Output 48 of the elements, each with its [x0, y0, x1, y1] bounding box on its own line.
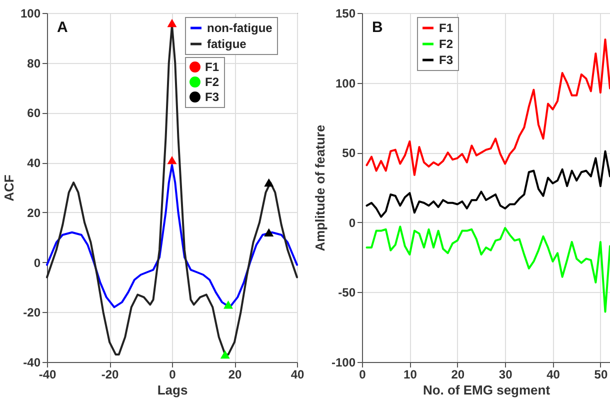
x-tick-label: 10 — [404, 368, 418, 382]
annotation: B — [372, 19, 383, 36]
legend-label: F1 — [439, 21, 454, 35]
y-axis-title: Amplitude of feature — [312, 124, 328, 252]
y-tick-label: 20 — [27, 206, 41, 220]
x-tick-label: 20 — [451, 368, 465, 382]
y-tick-label: 80 — [27, 56, 41, 70]
x-tick-label: 40 — [290, 368, 304, 382]
point — [220, 350, 230, 359]
y-tick-label: 50 — [342, 146, 356, 160]
x-axis-title: No. of EMG segment — [422, 382, 551, 398]
point — [224, 300, 233, 309]
y-axis-title: ACF — [1, 174, 16, 202]
x-tick-label: -40 — [38, 368, 56, 382]
y-tick-label: -20 — [23, 306, 41, 320]
x-tick-label: 20 — [228, 368, 242, 382]
legend-label: fatigue — [207, 37, 247, 51]
x-tick-label: 0 — [359, 368, 366, 382]
legend-label: F2 — [205, 75, 220, 89]
y-tick-label: 0 — [348, 216, 356, 230]
x-tick-label: 0 — [169, 368, 176, 382]
y-tick-label: 60 — [27, 106, 41, 120]
point — [167, 18, 177, 28]
y-tick-label: -100 — [331, 356, 356, 370]
point — [167, 156, 177, 164]
legend-label: F3 — [205, 90, 220, 104]
legend-label: F1 — [205, 60, 220, 74]
y-tick-label: -40 — [23, 356, 41, 370]
legend-label: non-fatigue — [207, 21, 273, 35]
x-tick-label: -20 — [101, 368, 119, 382]
y-tick-label: -50 — [338, 286, 356, 300]
legend-label: F2 — [439, 37, 454, 51]
legend-label: F3 — [439, 53, 454, 67]
line-series — [366, 150, 610, 218]
line-series — [366, 226, 610, 313]
point — [264, 228, 274, 236]
y-tick-label: 150 — [335, 6, 356, 20]
line-series — [366, 38, 610, 176]
point — [264, 178, 274, 187]
y-tick-label: 100 — [335, 76, 356, 90]
x-tick-label: 30 — [498, 368, 513, 382]
annotation: A — [57, 19, 68, 36]
y-tick-label: 100 — [20, 6, 41, 20]
y-tick-label: 0 — [34, 256, 41, 270]
x-tick-label: 50 — [594, 368, 608, 382]
y-tick-label: 40 — [27, 156, 41, 170]
x-tick-label: 40 — [546, 368, 560, 382]
x-axis-title: Lags — [157, 382, 188, 398]
